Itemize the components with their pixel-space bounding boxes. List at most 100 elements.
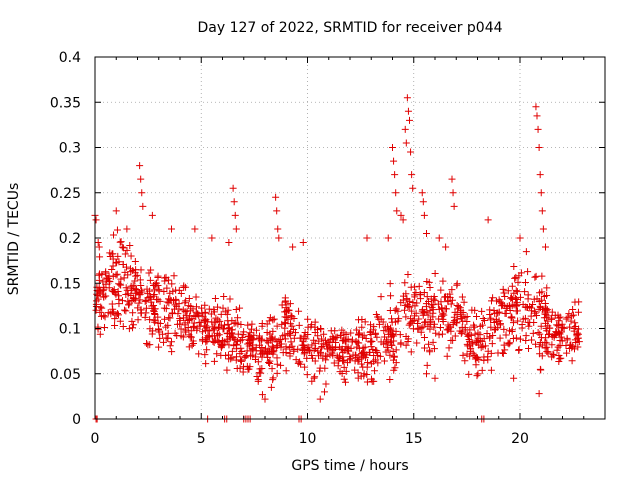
data-point — [163, 298, 171, 306]
data-point — [557, 328, 565, 336]
data-point — [224, 320, 232, 328]
data-point — [383, 323, 391, 331]
data-point — [136, 276, 144, 284]
data-point — [129, 281, 137, 289]
data-point — [176, 315, 184, 323]
data-point — [322, 352, 330, 360]
data-point — [246, 363, 254, 371]
data-point — [118, 243, 126, 251]
data-point — [138, 189, 146, 197]
data-point — [429, 338, 437, 346]
data-point — [399, 216, 407, 224]
data-point — [213, 350, 221, 358]
data-point — [126, 242, 134, 250]
data-point — [377, 293, 385, 301]
data-point — [278, 320, 286, 328]
data-point — [141, 313, 149, 321]
data-point — [301, 348, 309, 356]
data-point — [214, 323, 222, 331]
data-point — [388, 341, 396, 349]
data-point — [114, 287, 122, 295]
data-point — [127, 268, 135, 276]
data-point — [127, 252, 135, 260]
data-point — [274, 225, 282, 233]
data-point — [258, 365, 266, 373]
data-point — [96, 287, 104, 295]
data-point — [121, 250, 129, 258]
data-point — [516, 335, 524, 343]
data-point — [389, 356, 397, 364]
data-point — [492, 315, 500, 323]
data-point — [429, 301, 437, 309]
data-point — [466, 326, 474, 334]
data-point — [175, 300, 183, 308]
grid — [95, 57, 605, 419]
data-point — [92, 216, 100, 224]
data-point — [316, 395, 324, 403]
data-point — [486, 306, 494, 314]
data-point — [542, 243, 549, 251]
data-point — [542, 304, 550, 312]
data-point — [301, 363, 309, 371]
data-point — [538, 272, 546, 280]
data-point — [282, 308, 290, 316]
data-point — [122, 307, 130, 315]
data-point — [220, 321, 228, 329]
data-point — [407, 148, 415, 156]
data-point — [524, 268, 532, 276]
data-point — [386, 280, 394, 288]
data-point — [359, 349, 367, 357]
data-point — [307, 323, 315, 331]
data-point — [435, 305, 443, 313]
data-point — [384, 234, 392, 242]
data-point — [114, 252, 122, 260]
data-point — [117, 275, 125, 283]
data-point — [443, 305, 451, 313]
data-point — [160, 287, 168, 295]
data-point — [370, 351, 378, 359]
data-point — [555, 314, 563, 322]
data-point — [376, 352, 384, 360]
data-point — [508, 327, 516, 335]
data-point — [164, 334, 172, 342]
data-point — [491, 326, 499, 334]
data-point — [553, 321, 561, 329]
data-point — [472, 361, 480, 369]
data-point — [119, 244, 127, 252]
data-point — [402, 290, 410, 298]
data-point — [411, 312, 419, 320]
data-point — [129, 309, 137, 317]
data-point — [115, 280, 123, 288]
data-point — [132, 272, 140, 280]
data-point — [388, 315, 396, 323]
data-point — [186, 333, 194, 341]
data-point — [232, 319, 240, 327]
data-point — [192, 293, 200, 301]
data-point — [514, 317, 522, 325]
data-point — [439, 277, 447, 285]
data-point — [411, 283, 419, 291]
data-point — [245, 339, 253, 347]
data-point — [380, 357, 388, 365]
data-point — [268, 365, 276, 373]
data-point — [570, 311, 578, 319]
data-point — [435, 331, 443, 339]
data-point — [172, 296, 180, 304]
data-point — [507, 314, 515, 322]
data-point — [397, 211, 405, 219]
y-tick-label: 0.2 — [59, 231, 81, 247]
data-point — [569, 305, 577, 313]
data-point — [110, 231, 118, 239]
data-point — [459, 351, 467, 359]
data-point — [527, 312, 535, 320]
data-point — [563, 349, 571, 357]
data-point — [574, 334, 582, 342]
data-point — [255, 369, 263, 377]
data-point — [195, 350, 203, 358]
data-point — [322, 380, 330, 388]
data-point — [484, 216, 492, 224]
data-point — [439, 318, 447, 326]
data-point — [168, 310, 176, 318]
data-point — [103, 274, 111, 282]
data-point — [113, 226, 121, 234]
